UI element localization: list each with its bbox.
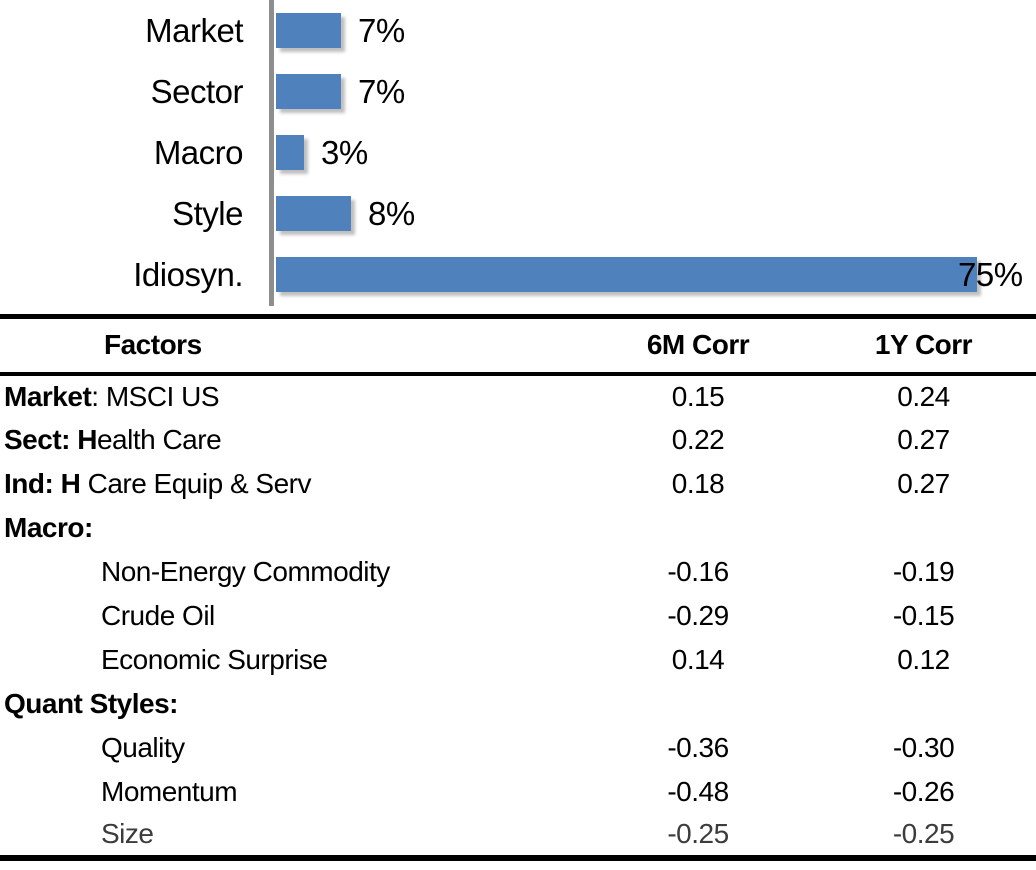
col-header-6m-corr: 6M Corr (585, 316, 811, 376)
corr-6m-value: -0.16 (667, 555, 729, 587)
corr-1y-value: 0.27 (897, 423, 950, 455)
chart-category-label: Macro (153, 133, 244, 171)
chart-value-label: 3% (321, 133, 368, 171)
chart-bar (276, 13, 341, 48)
factor-label: Macro: (0, 506, 585, 550)
col-header-factors: Factors (0, 316, 585, 376)
corr-1y-value (811, 506, 1036, 550)
chart-bar (276, 135, 304, 170)
table-row: Market: MSCI US 0.15 0.24 (0, 374, 1036, 418)
corr-6m-value: -0.36 (667, 731, 729, 763)
chart-value-label: 8% (368, 194, 415, 232)
risk-decomposition-bar-chart: Market Sector Macro Style Idiosyn. 7% 7% 3% 8% 7… (0, 0, 1036, 306)
factor-label: Quality (101, 731, 185, 763)
corr-6m-value: -0.48 (667, 775, 729, 807)
corr-1y-value: 0.12 (897, 643, 950, 675)
factor-label: Crude Oil (101, 599, 215, 631)
chart-bar-row: 75% (276, 244, 1036, 305)
chart-value-label: 7% (358, 11, 405, 49)
factor-label: Momentum (101, 775, 238, 807)
corr-1y-value: 0.27 (897, 467, 950, 499)
chart-value-label: 75% (958, 255, 1023, 293)
chart-category-label: Style (172, 194, 243, 232)
table-body: Market: MSCI US 0.15 0.24 Sect: Health Care… (0, 374, 1036, 858)
factor-label: Ind: H Care Equip & Serv (4, 467, 311, 499)
corr-6m-value: 0.18 (671, 467, 725, 499)
chart-category-label: Sector (150, 72, 244, 110)
table-header-row: Factors 6M Corr 1Y Corr (0, 316, 1036, 376)
corr-1y-value: -0.15 (892, 599, 955, 631)
chart-bar (276, 196, 351, 231)
factor-label: Market: MSCI US (4, 380, 220, 412)
corr-1y-value: -0.26 (892, 775, 955, 807)
factor-label: Sect: Health Care (4, 423, 222, 455)
chart-bar (276, 257, 977, 292)
corr-6m-value: 0.15 (671, 380, 725, 412)
chart-bar-row: 7% (276, 0, 1036, 61)
table-row: Sect: Health Care 0.22 0.27 (0, 418, 1036, 462)
chart-bar-row: 7% (276, 61, 1036, 122)
corr-1y-value: -0.25 (892, 818, 955, 849)
corr-1y-value: 0.24 (897, 380, 950, 412)
chart-plot-area: 7% 7% 3% 8% 75% (269, 0, 1036, 306)
table-row: Non-Energy Commodity -0.16 -0.19 (0, 550, 1036, 594)
table-row: Economic Surprise 0.14 0.12 (0, 638, 1036, 682)
table-row: Size -0.25 -0.25 (0, 814, 1036, 858)
corr-6m-value (585, 506, 811, 550)
corr-6m-value: 0.22 (671, 423, 725, 455)
table-row: Macro: (0, 506, 1036, 550)
chart-category-axis: Market Sector Macro Style Idiosyn. (0, 0, 269, 306)
factor-label-bold-part: Macro: (4, 511, 93, 543)
table-row: Quality -0.36 -0.30 (0, 726, 1036, 770)
chart-category-label: Idiosyn. (133, 255, 243, 293)
corr-6m-value: -0.25 (667, 818, 729, 849)
factor-label: Size (101, 818, 154, 849)
col-header-1y-corr: 1Y Corr (811, 316, 1036, 376)
chart-bar (276, 74, 341, 109)
corr-1y-value: -0.19 (892, 555, 955, 587)
corr-1y-value (811, 682, 1036, 726)
table-row: Ind: H Care Equip & Serv 0.18 0.27 (0, 462, 1036, 506)
factor-label-bold-part: Quant Styles: (4, 687, 178, 719)
table-row: Crude Oil -0.29 -0.15 (0, 594, 1036, 638)
factor-correlation-table: Factors 6M Corr 1Y Corr Market: MSCI US 0… (0, 314, 1036, 861)
factor-label: Non-Energy Commodity (101, 555, 390, 587)
corr-6m-value: 0.14 (671, 643, 725, 675)
factor-label-bold-part: Ind: H (4, 467, 81, 499)
factor-label-bold-part: Market (4, 380, 92, 412)
corr-1y-value: -0.30 (892, 731, 955, 763)
factor-label: Quant Styles: (0, 682, 585, 726)
chart-value-label: 7% (358, 72, 405, 110)
factor-label-bold-part: Sect: H (4, 423, 97, 455)
corr-6m-value (585, 682, 811, 726)
chart-bar-row: 8% (276, 183, 1036, 244)
chart-bar-row: 3% (276, 122, 1036, 183)
table-row: Quant Styles: (0, 682, 1036, 726)
factor-label: Economic Surprise (101, 643, 328, 675)
corr-6m-value: -0.29 (667, 599, 729, 631)
table-row: Momentum -0.48 -0.26 (0, 770, 1036, 814)
chart-category-label: Market (145, 11, 243, 49)
